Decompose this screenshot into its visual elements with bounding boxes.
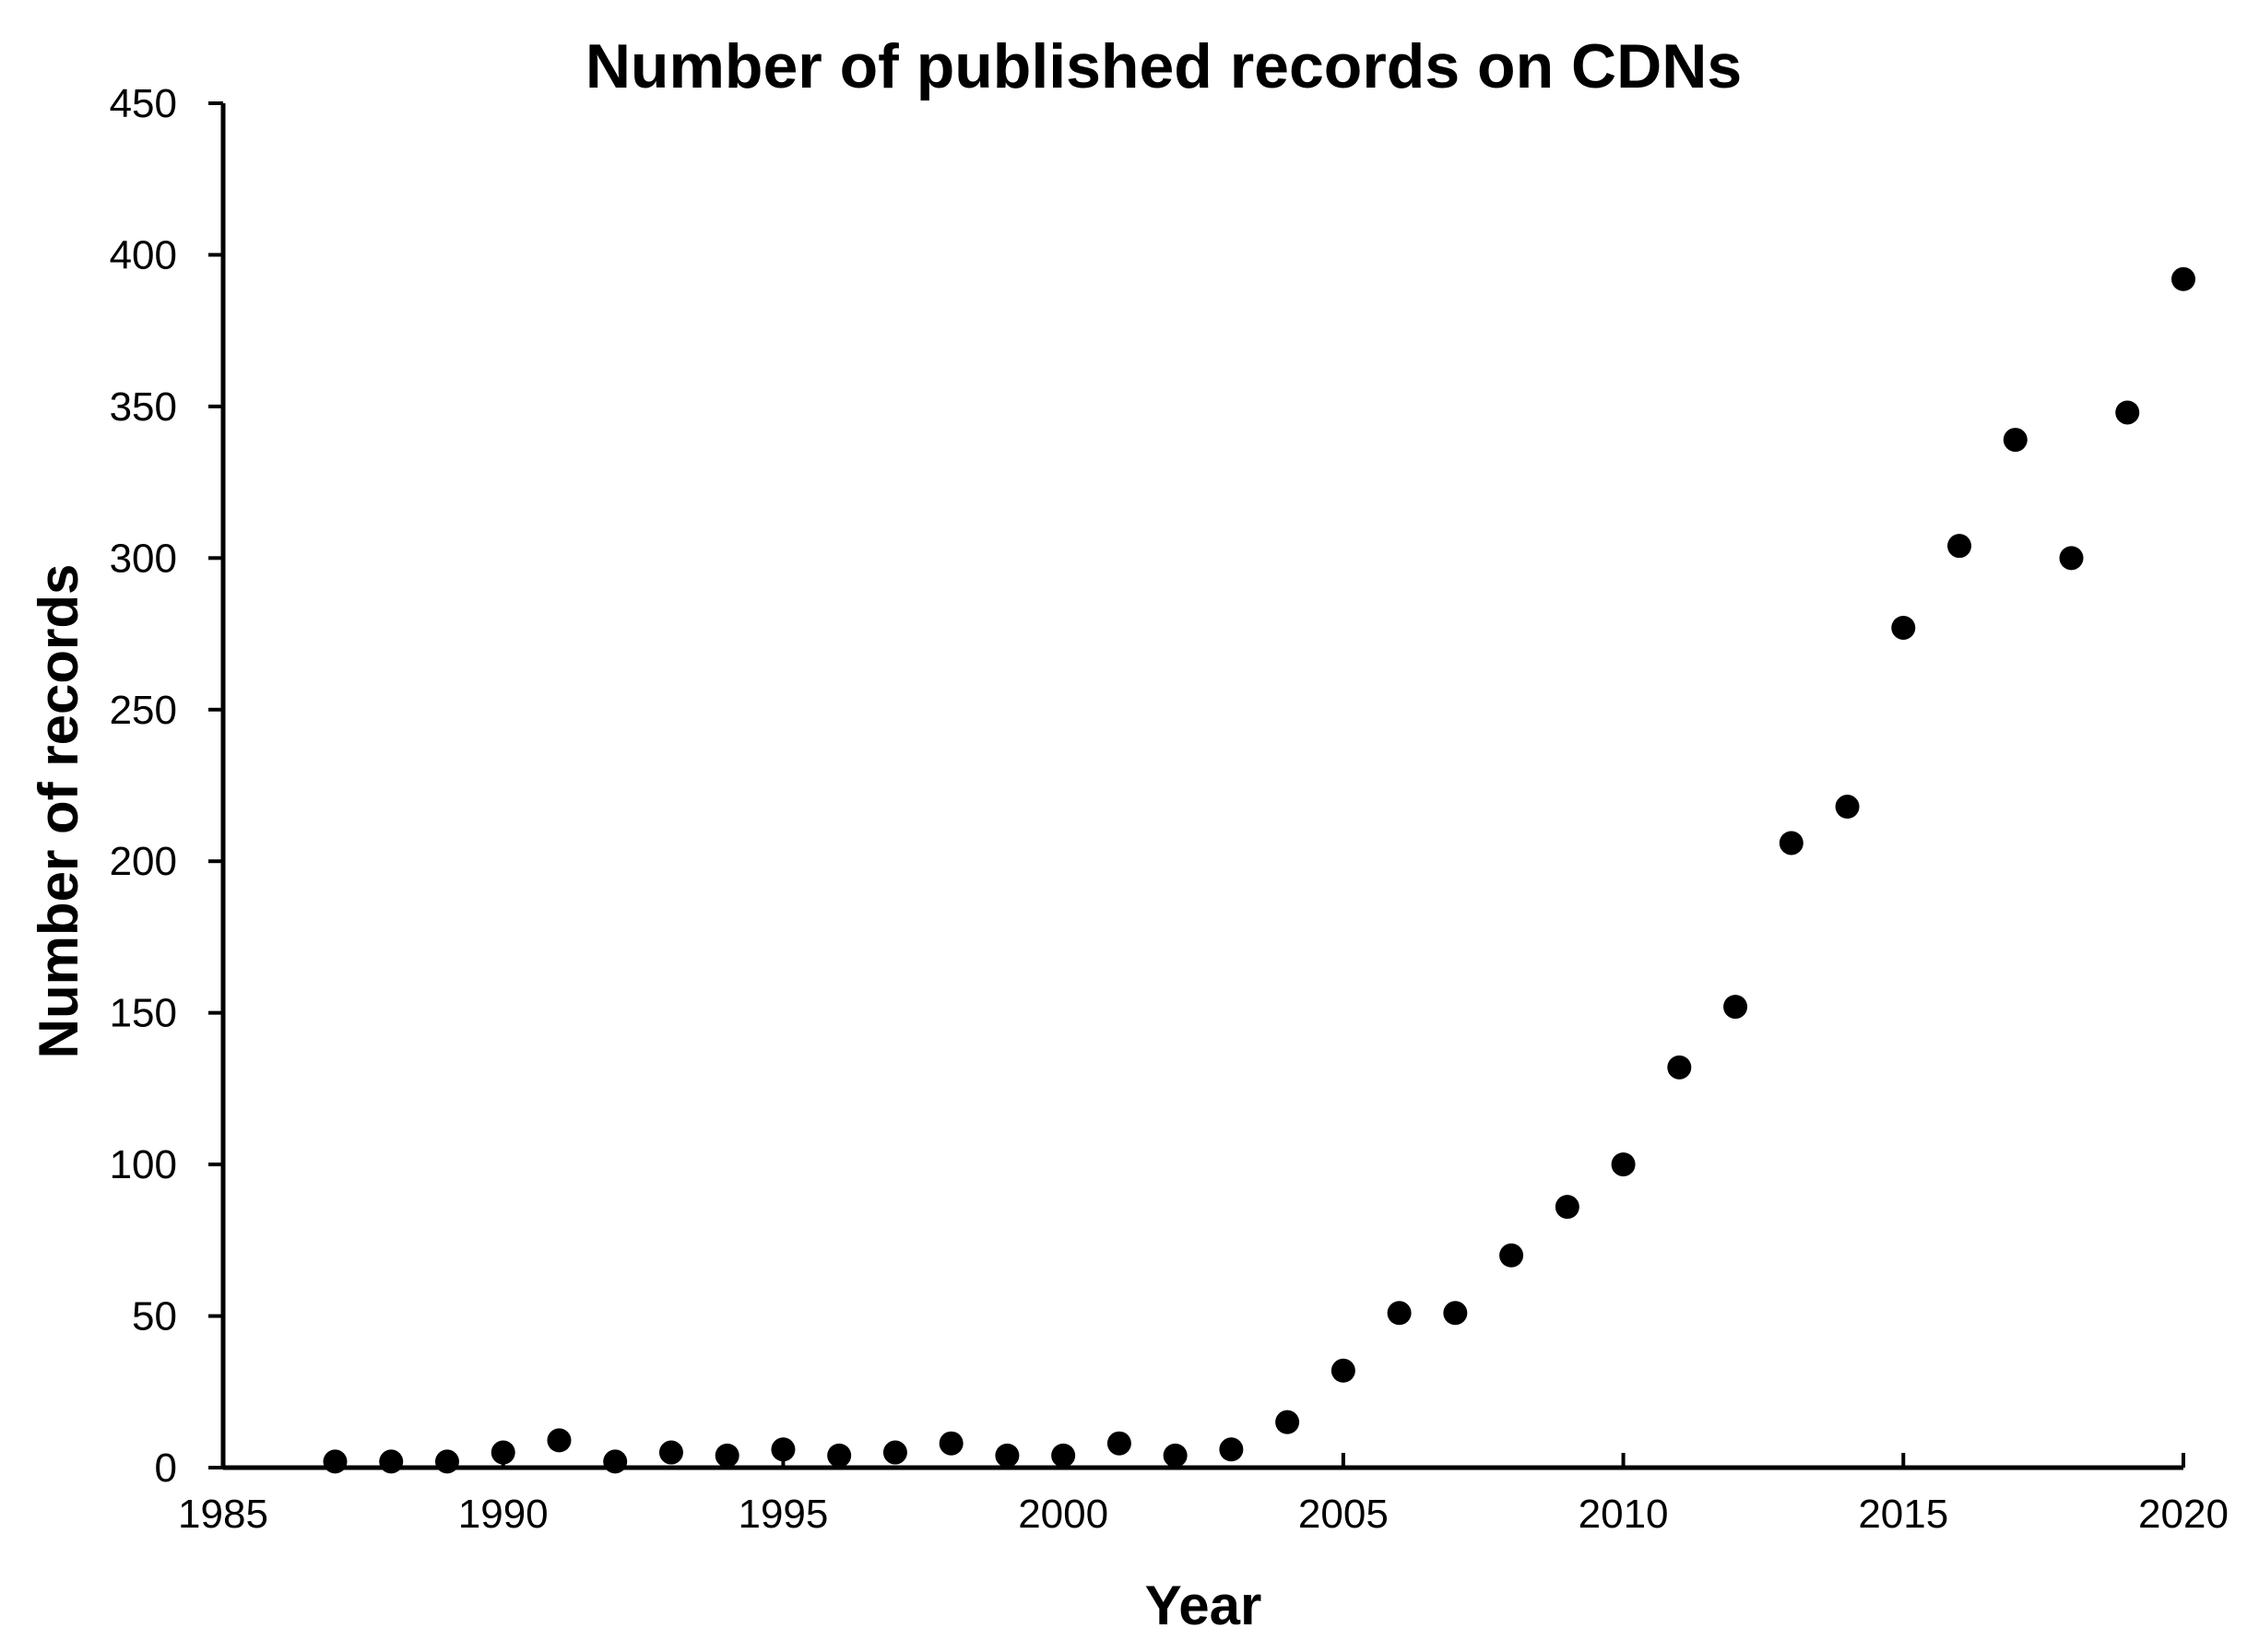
- data-point: [771, 1437, 796, 1462]
- data-point: [1555, 1195, 1579, 1220]
- data-point: [1611, 1152, 1636, 1177]
- x-tick-label: 2015: [1858, 1492, 1948, 1537]
- data-point: [827, 1443, 852, 1468]
- x-tick-label: 2020: [2138, 1492, 2229, 1537]
- x-tick-label: 2005: [1298, 1492, 1389, 1537]
- data-point: [1331, 1358, 1355, 1383]
- data-point: [1051, 1443, 1076, 1468]
- y-tick-label: 100: [110, 1142, 177, 1187]
- data-point: [1106, 1431, 1131, 1456]
- y-tick-label: 0: [155, 1446, 177, 1491]
- data-point: [1891, 615, 1916, 640]
- chart-title: Number of published records on CDNs: [585, 31, 1742, 101]
- data-point: [2171, 266, 2195, 291]
- data-point: [2115, 400, 2140, 425]
- x-tick-label: 2000: [1018, 1492, 1108, 1537]
- data-point: [491, 1440, 515, 1465]
- data-point: [1275, 1410, 1300, 1434]
- data-points: [323, 266, 2195, 1474]
- data-point: [1387, 1301, 1412, 1326]
- data-point: [939, 1431, 964, 1456]
- data-point: [1443, 1301, 1468, 1326]
- data-point: [323, 1449, 348, 1474]
- x-tick-label: 1985: [178, 1492, 268, 1537]
- data-point: [2003, 428, 2028, 453]
- data-point: [1499, 1243, 1524, 1268]
- data-point: [1723, 995, 1748, 1020]
- data-point: [1667, 1055, 1692, 1080]
- data-point: [882, 1440, 907, 1465]
- y-tick-label: 250: [110, 688, 177, 733]
- y-axis: 0 50 100 150 200 250 300 350 400 450: [110, 81, 226, 1491]
- y-tick-label: 350: [110, 384, 177, 430]
- y-tick-label: 200: [110, 839, 177, 884]
- data-point: [547, 1428, 572, 1453]
- y-tick-label: 300: [110, 536, 177, 581]
- y-tick-label: 450: [110, 81, 177, 126]
- data-point: [434, 1449, 459, 1474]
- data-point: [1163, 1443, 1188, 1468]
- data-point: [1219, 1437, 1244, 1462]
- x-tick-label: 2010: [1579, 1492, 1669, 1537]
- y-tick-label: 150: [110, 991, 177, 1036]
- x-axis: 1985 1990 1995 2000 2005 2010 2015 2020: [178, 1453, 2229, 1537]
- x-axis-title: Year: [1145, 1575, 1262, 1636]
- data-point: [379, 1449, 404, 1474]
- data-point: [658, 1440, 683, 1465]
- data-point: [715, 1443, 739, 1468]
- x-tick-label: 1990: [458, 1492, 549, 1537]
- y-tick-label: 50: [132, 1294, 177, 1339]
- data-point: [1835, 795, 1860, 820]
- data-point: [2059, 546, 2084, 571]
- data-point: [603, 1449, 628, 1474]
- x-tick-label: 1995: [738, 1492, 828, 1537]
- data-point: [1779, 831, 1804, 856]
- data-point: [1947, 534, 1972, 559]
- data-point: [995, 1443, 1020, 1468]
- y-tick-label: 400: [110, 232, 177, 277]
- y-axis-title: Number of records: [28, 564, 89, 1059]
